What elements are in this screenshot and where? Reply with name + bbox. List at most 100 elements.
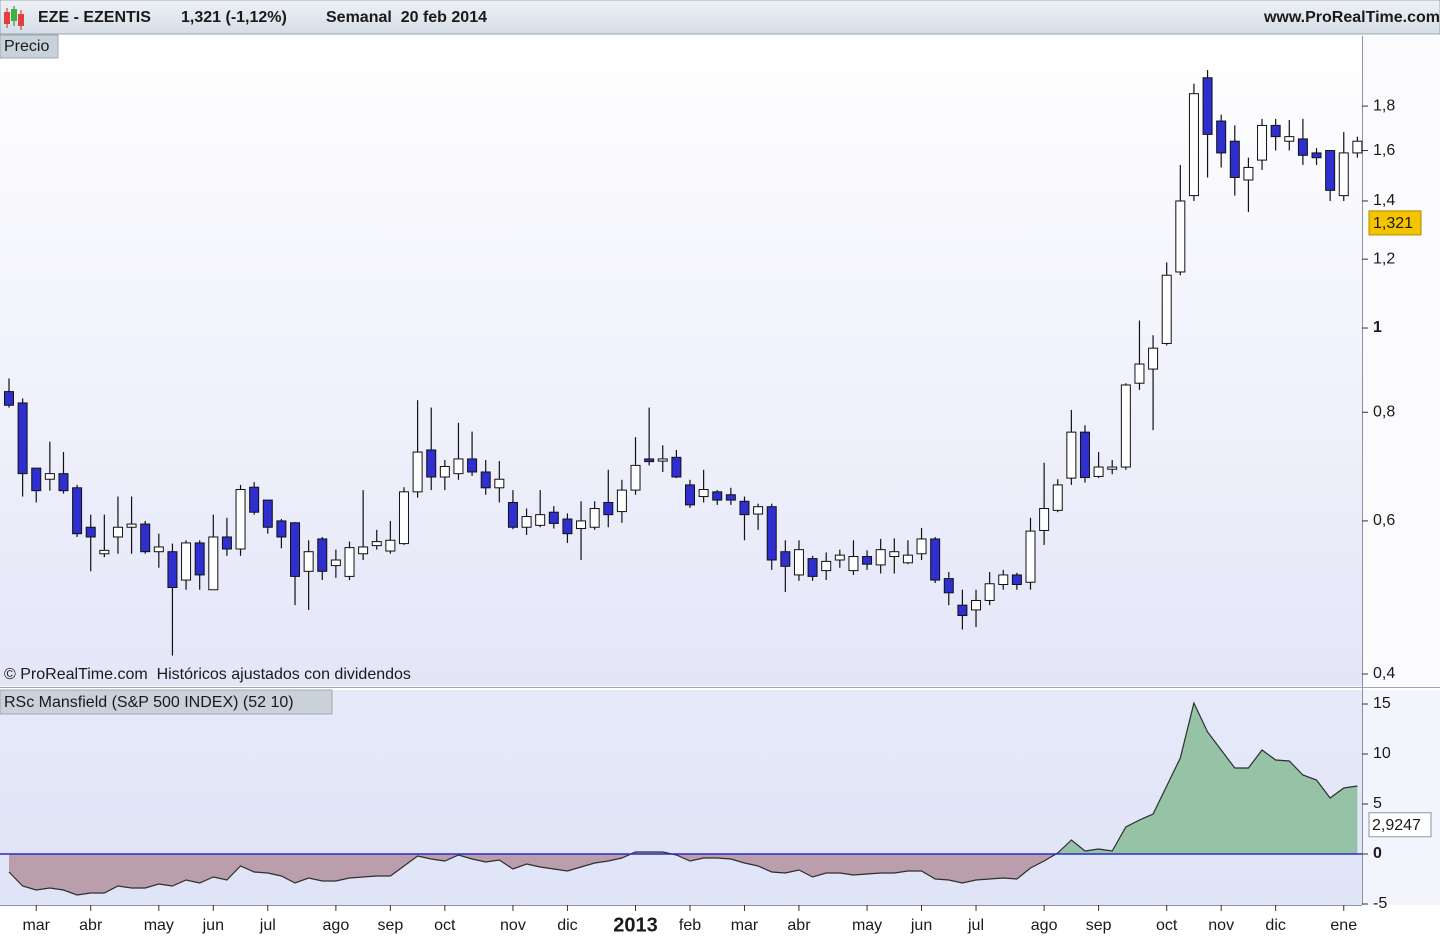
candle-body	[235, 489, 246, 550]
x-tick-label: may	[852, 917, 882, 934]
candle-body	[848, 556, 859, 572]
candle-body	[793, 549, 804, 576]
candle-body	[358, 546, 369, 555]
candle-body	[1052, 484, 1063, 511]
y-tick-label: 1,4	[1373, 192, 1395, 209]
candle-body	[126, 523, 137, 528]
candle-body	[1202, 77, 1213, 135]
candle-body	[58, 473, 69, 492]
candle-body	[821, 560, 832, 572]
x-tick-label: sep	[1086, 917, 1112, 934]
candle-body	[616, 489, 627, 513]
candle-body	[739, 500, 750, 516]
indicator-panel-title: RSc Mansfield (S&P 500 INDEX) (52 10)	[4, 694, 294, 711]
x-tick-label: oct	[434, 917, 456, 934]
x-tick-label: nov	[500, 917, 526, 934]
candle-body	[303, 551, 314, 572]
candle-body	[698, 489, 709, 498]
candle-body	[1134, 363, 1145, 384]
indicator-label-box	[0, 689, 333, 715]
x-tick-label: mar	[731, 917, 759, 934]
x-tick-label: dic	[557, 917, 577, 934]
site: www.ProRealTime.com	[1263, 9, 1440, 26]
candle-body	[1257, 124, 1268, 161]
candle-body	[330, 559, 341, 567]
candle-body	[167, 551, 178, 588]
candle-body	[1229, 140, 1240, 178]
candle-body	[521, 516, 532, 528]
price-axis-area	[1362, 36, 1440, 686]
quote: 1,321 (-1,12%)	[181, 9, 287, 26]
candle-body	[957, 604, 968, 617]
candle-body	[1297, 138, 1308, 156]
candle-body	[72, 487, 83, 535]
candle-body	[290, 522, 301, 577]
header-icon	[4, 6, 24, 30]
candle-body	[630, 464, 641, 491]
x-tick-label: abr	[787, 917, 811, 934]
x-tick-label: nov	[1208, 917, 1234, 934]
y-tick-label: 5	[1373, 795, 1382, 812]
x-tick-label: may	[144, 917, 174, 934]
candle-body	[998, 574, 1009, 586]
symbol: EZE - EZENTIS	[38, 9, 151, 26]
y-tick-label: 0,6	[1373, 512, 1395, 529]
candle-body	[317, 538, 328, 572]
candle-body	[753, 506, 764, 515]
candle-body	[221, 536, 232, 550]
y-tick-label: 0,4	[1373, 665, 1395, 682]
candle-body	[99, 549, 110, 555]
candle-body	[685, 484, 695, 506]
candle-body	[712, 491, 723, 501]
candle-body	[385, 539, 396, 552]
x-tick-label: mar	[22, 917, 50, 934]
candle-body	[576, 520, 587, 530]
price-label-box	[0, 34, 59, 59]
candle-body	[1093, 466, 1104, 477]
last-price-box	[1368, 210, 1422, 236]
candle-body	[480, 471, 491, 489]
candle-body	[1011, 574, 1022, 586]
candle-body	[1243, 166, 1254, 181]
footnote: © ProRealTime.com Históricos ajustados c…	[4, 666, 411, 683]
candle-body	[4, 391, 14, 406]
x-tick-label: ago	[1031, 917, 1058, 934]
y-tick-label: 15	[1373, 695, 1391, 712]
candle-body	[276, 520, 287, 538]
candle-body	[971, 599, 982, 611]
candle-body	[1066, 431, 1077, 479]
candle-body	[1284, 136, 1295, 142]
last-price-label: 1,321	[1373, 215, 1413, 232]
last-value-box	[1368, 812, 1432, 838]
candle-body	[262, 499, 273, 528]
candle-body	[603, 501, 614, 516]
candle-body	[644, 458, 655, 463]
period: Semanal 20 feb 2014	[326, 9, 487, 26]
candle-body	[875, 549, 886, 566]
x-tick-label: jun	[910, 917, 932, 934]
candle-body	[1148, 347, 1159, 370]
x-tick-label: dic	[1265, 917, 1285, 934]
last-value-label: 2,9247	[1372, 817, 1421, 834]
price-panel	[0, 36, 1362, 686]
x-tick-label: oct	[1156, 917, 1178, 934]
candle-body	[889, 551, 900, 558]
candle-body	[766, 506, 777, 561]
candle-body	[1079, 431, 1090, 479]
candle-body	[834, 554, 845, 561]
candle-body	[344, 547, 355, 577]
candle-body	[140, 523, 151, 553]
candle-body	[412, 451, 423, 493]
x-tick-label: ago	[323, 917, 350, 934]
indicator-line	[8, 701, 1358, 896]
candle-body	[548, 511, 559, 524]
candle-body	[657, 458, 668, 462]
x-tick-label: abr	[79, 917, 103, 934]
candle-body	[671, 456, 682, 478]
candle-body	[1352, 140, 1363, 154]
candle-body	[562, 518, 573, 535]
x-tick-label: 2013	[613, 914, 658, 936]
candle-body	[426, 449, 437, 478]
candle-body	[453, 458, 464, 475]
